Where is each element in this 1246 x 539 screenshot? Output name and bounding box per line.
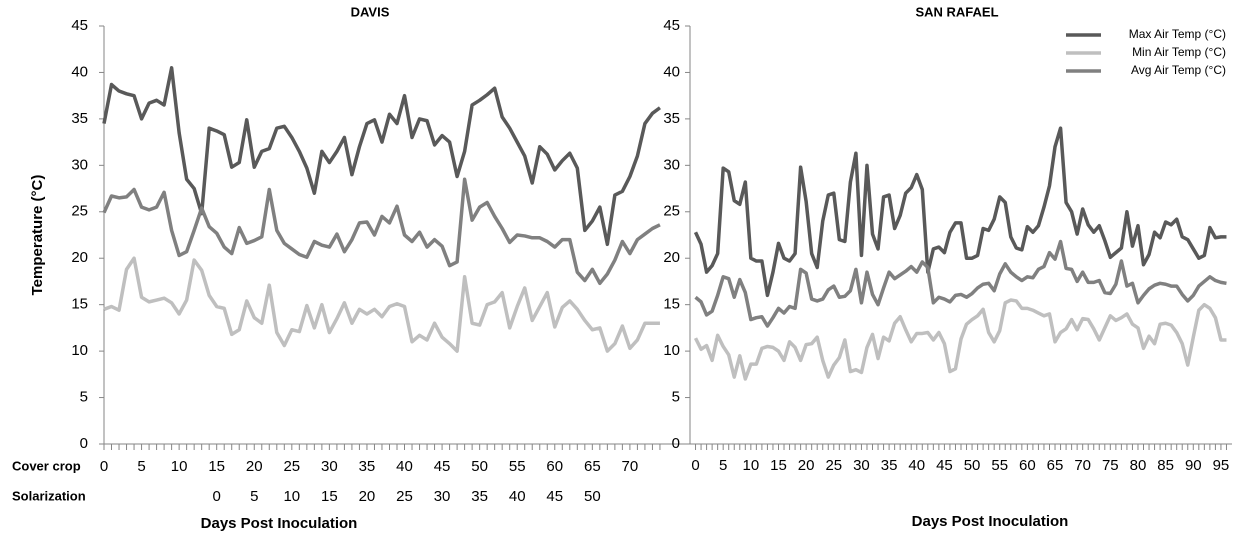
x-tick-label: 50 (964, 457, 981, 474)
x-tick-label: 35 (359, 458, 376, 475)
series-line (103, 256, 660, 353)
x-tick-label: 60 (546, 458, 563, 475)
y-tick-label: 35 (71, 110, 88, 127)
x-tick-label: 0 (691, 457, 699, 474)
series-line (102, 177, 661, 286)
x-tick-label-2: 35 (471, 488, 488, 505)
x-tick-label-2: 30 (434, 488, 451, 505)
x-tick-label: 60 (1019, 457, 1036, 474)
y-tick-label: 5 (672, 389, 680, 406)
x-tick-label: 65 (1047, 457, 1064, 474)
x-tick-label: 20 (246, 458, 263, 475)
chart-title: SAN RAFAEL (915, 4, 998, 19)
y-tick-label: 20 (71, 249, 88, 266)
x-tick-label: 30 (853, 457, 870, 474)
x-tick-label: 45 (936, 457, 953, 474)
x-axis-title: Days Post Inoculation (912, 513, 1069, 530)
x-tick-label: 35 (881, 457, 898, 474)
y-tick-label: 15 (663, 296, 680, 313)
x-tick-label: 70 (1074, 457, 1091, 474)
x-tick-label: 65 (584, 458, 601, 475)
y-tick-label: 0 (672, 435, 680, 452)
x-tick-label: 55 (991, 457, 1008, 474)
x-tick-label-2: 5 (250, 488, 258, 505)
x-tick-label: 10 (742, 457, 759, 474)
y-tick-label: 45 (663, 17, 680, 34)
y-tick-label: 40 (71, 63, 88, 80)
x-tick-label: 20 (798, 457, 815, 474)
x-tick-label: 50 (471, 458, 488, 475)
y-tick-label: 35 (663, 110, 680, 127)
series-line (694, 239, 1227, 328)
x-tick-label: 25 (283, 458, 300, 475)
y-tick-label: 5 (80, 389, 88, 406)
x-tick-label: 15 (208, 458, 225, 475)
y-tick-label: 40 (663, 63, 680, 80)
x-tick-label-2: 0 (213, 488, 221, 505)
x-tick-label-2: 25 (396, 488, 413, 505)
x-tick-label-2: 50 (584, 488, 601, 505)
legend-text: Min Air Temp (°C) (1132, 45, 1226, 59)
y-tick-label: 45 (71, 17, 88, 34)
y-tick-label: 15 (71, 296, 88, 313)
y-tick-label: 25 (71, 203, 88, 220)
legend-text: Max Air Temp (°C) (1129, 27, 1226, 41)
x-tick-label: 5 (137, 458, 145, 475)
series-line (102, 66, 661, 247)
x-tick-label: 5 (719, 457, 727, 474)
x-axis-title: Days Post Inoculation (201, 515, 358, 532)
y-tick-label: 30 (71, 156, 88, 173)
x-tick-label-2: 45 (546, 488, 563, 505)
x-tick-label-2: 15 (321, 488, 338, 505)
y-axis-title: Temperature (°C) (29, 175, 46, 296)
x-tick-label: 45 (434, 458, 451, 475)
x-tick-label: 80 (1130, 457, 1147, 474)
y-tick-label: 10 (663, 342, 680, 359)
y-tick-label: 20 (663, 249, 680, 266)
x-tick-label: 30 (321, 458, 338, 475)
y-tick-label: 10 (71, 342, 88, 359)
x-tick-label: 40 (396, 458, 413, 475)
chart-title: DAVIS (351, 4, 390, 19)
x-tick-label: 0 (100, 458, 108, 475)
series-line (693, 126, 1227, 298)
legend-text: Avg Air Temp (°C) (1131, 63, 1226, 77)
x-tick-label: 85 (1157, 457, 1174, 474)
x-tick-label: 55 (509, 458, 526, 475)
x-tick-label: 15 (770, 457, 787, 474)
x-tick-label-2: 10 (283, 488, 300, 505)
series-line (693, 298, 1227, 381)
x-tick-label: 25 (825, 457, 842, 474)
x-tick-label: 95 (1213, 457, 1230, 474)
x-tick-label-2: 40 (509, 488, 526, 505)
y-tick-label: 0 (80, 435, 88, 452)
x-tick-label: 10 (171, 458, 188, 475)
y-tick-label: 25 (663, 203, 680, 220)
y-tick-label: 30 (663, 156, 680, 173)
x-tick-label: 90 (1185, 457, 1202, 474)
x-tick-label: 75 (1102, 457, 1119, 474)
x-tick-label-2: 20 (359, 488, 376, 505)
x-tick-label: 40 (908, 457, 925, 474)
row-label: Cover crop (12, 458, 81, 473)
x-tick-label: 70 (622, 458, 639, 475)
row-label: Solarization (12, 488, 86, 503)
